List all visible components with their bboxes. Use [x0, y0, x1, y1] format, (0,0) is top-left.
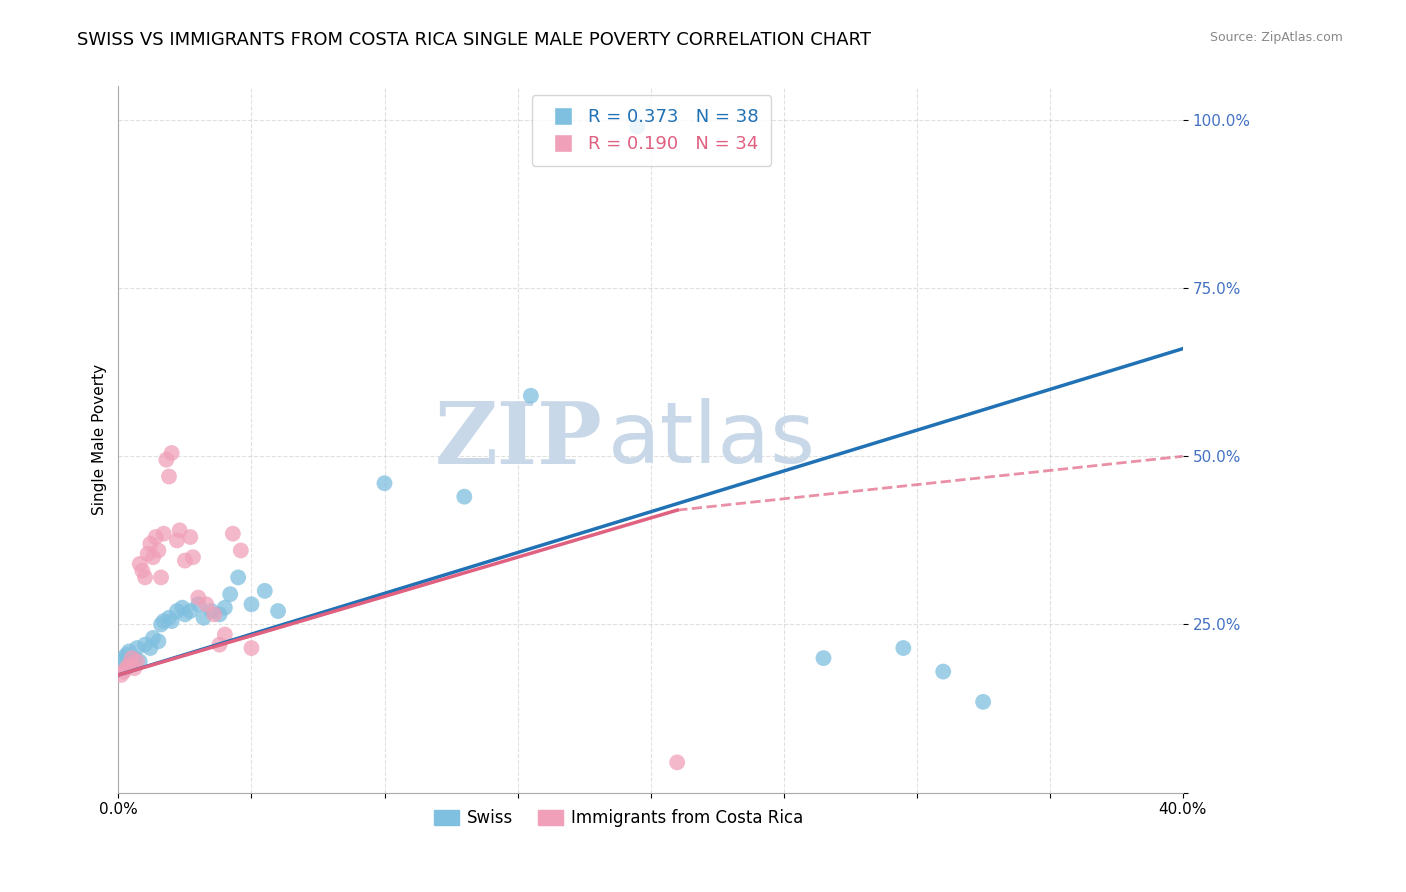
Text: atlas: atlas: [607, 398, 815, 481]
Point: [200, 604, 222, 618]
Point: [214, 600, 236, 615]
Point: [145, 530, 167, 544]
Point: [125, 640, 148, 655]
Point: [118, 657, 141, 672]
Point: [112, 651, 135, 665]
Point: [208, 638, 231, 652]
Point: [121, 651, 143, 665]
Point: [118, 644, 141, 658]
Point: [193, 611, 215, 625]
Point: [214, 627, 236, 641]
Point: [152, 526, 174, 541]
Point: [267, 604, 290, 618]
Point: [179, 530, 201, 544]
Legend: Swiss, Immigrants from Costa Rica: Swiss, Immigrants from Costa Rica: [427, 803, 810, 834]
Point: [932, 665, 955, 679]
Point: [195, 597, 218, 611]
Point: [148, 543, 170, 558]
Point: [110, 668, 132, 682]
Point: [142, 631, 165, 645]
Text: Source: ZipAtlas.com: Source: ZipAtlas.com: [1209, 31, 1343, 45]
Point: [124, 661, 146, 675]
Point: [155, 452, 177, 467]
Point: [202, 607, 225, 622]
Point: [134, 570, 156, 584]
Point: [666, 756, 689, 770]
Point: [110, 655, 132, 669]
Point: [972, 695, 994, 709]
Point: [240, 640, 263, 655]
Point: [128, 557, 150, 571]
Point: [813, 651, 835, 665]
Point: [142, 550, 165, 565]
Point: [253, 583, 276, 598]
Point: [520, 389, 543, 403]
Point: [453, 490, 475, 504]
Point: [160, 614, 183, 628]
Point: [160, 446, 183, 460]
Y-axis label: Single Male Poverty: Single Male Poverty: [93, 364, 107, 515]
Point: [125, 655, 148, 669]
Point: [131, 564, 153, 578]
Point: [208, 607, 231, 622]
Point: [139, 640, 162, 655]
Point: [134, 638, 156, 652]
Point: [626, 120, 648, 134]
Point: [121, 655, 143, 669]
Point: [150, 570, 173, 584]
Point: [128, 655, 150, 669]
Point: [152, 614, 174, 628]
Point: [112, 665, 135, 679]
Point: [157, 469, 180, 483]
Point: [240, 597, 263, 611]
Point: [174, 607, 197, 622]
Point: [157, 611, 180, 625]
Point: [139, 537, 162, 551]
Point: [124, 651, 146, 665]
Point: [115, 661, 138, 675]
Point: [226, 570, 249, 584]
Point: [148, 634, 170, 648]
Text: ZIP: ZIP: [434, 398, 603, 482]
Point: [229, 543, 252, 558]
Point: [166, 533, 188, 548]
Point: [222, 526, 245, 541]
Point: [174, 553, 197, 567]
Point: [891, 640, 914, 655]
Point: [179, 604, 201, 618]
Point: [373, 476, 395, 491]
Point: [172, 600, 194, 615]
Point: [115, 648, 138, 662]
Point: [187, 591, 209, 605]
Point: [166, 604, 188, 618]
Point: [181, 550, 204, 565]
Point: [219, 587, 242, 601]
Point: [187, 597, 209, 611]
Point: [150, 617, 173, 632]
Point: [169, 524, 191, 538]
Text: SWISS VS IMMIGRANTS FROM COSTA RICA SINGLE MALE POVERTY CORRELATION CHART: SWISS VS IMMIGRANTS FROM COSTA RICA SING…: [77, 31, 872, 49]
Point: [136, 547, 159, 561]
